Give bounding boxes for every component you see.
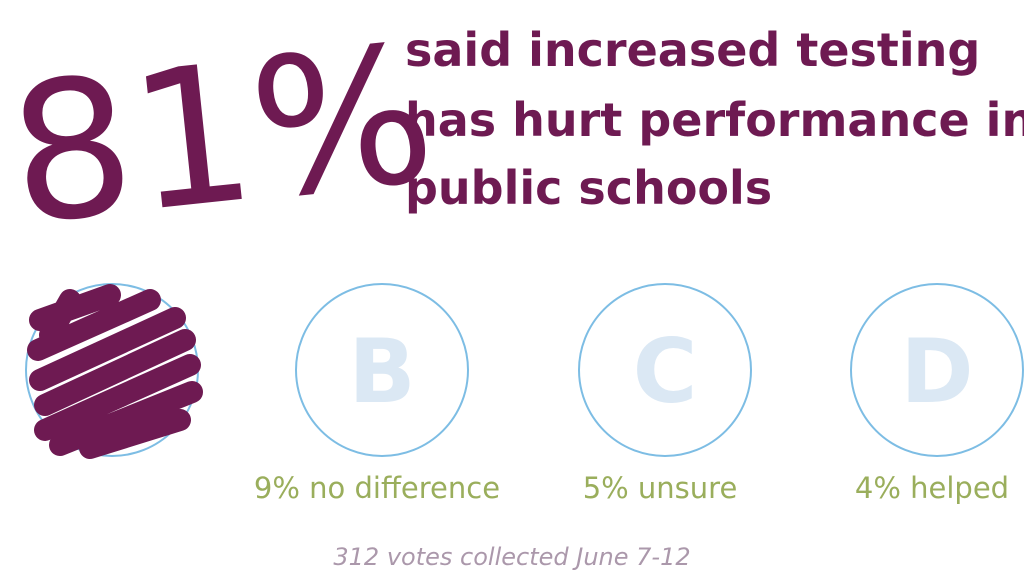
scribbled-option	[25, 283, 203, 459]
option-label: 5% unsure	[583, 471, 738, 505]
option-circle	[850, 283, 1024, 457]
option-label: 4% helped	[855, 471, 1009, 505]
option-circle	[295, 283, 469, 457]
option-letter: C	[633, 320, 698, 423]
headline-line: public schools	[405, 161, 772, 215]
headline-line: said increased testing	[405, 23, 980, 77]
option-letter: B	[348, 320, 415, 423]
headline-stat: 81%	[0, 3, 443, 267]
options: B 9% no difference C 5% unsure D 4% helped	[254, 283, 1024, 505]
footer: 312 votes collected June 7-12	[333, 543, 690, 571]
option-circle	[578, 283, 752, 457]
option-label: 9% no difference	[254, 471, 500, 505]
headline-line: has hurt performance in	[405, 93, 1024, 147]
option-letter: D	[900, 320, 973, 423]
